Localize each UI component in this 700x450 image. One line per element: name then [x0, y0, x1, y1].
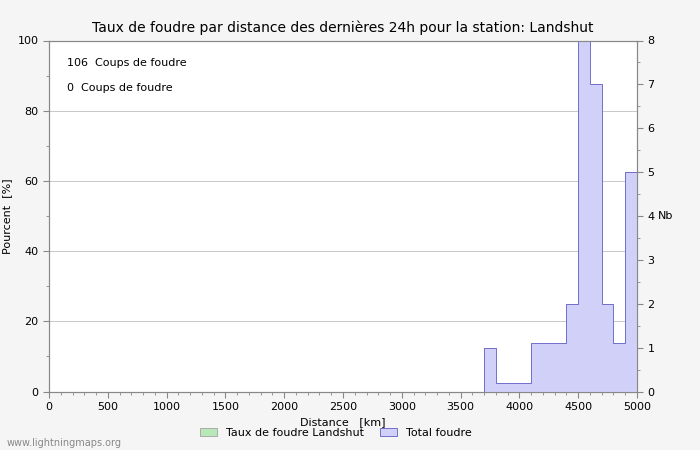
Y-axis label: Pourcent  [%]: Pourcent [%]: [2, 178, 12, 254]
Legend: Taux de foudre Landshut, Total foudre: Taux de foudre Landshut, Total foudre: [196, 423, 476, 442]
Text: 106  Coups de foudre: 106 Coups de foudre: [66, 58, 186, 68]
X-axis label: Distance   [km]: Distance [km]: [300, 418, 386, 428]
Title: Taux de foudre par distance des dernières 24h pour la station: Landshut: Taux de foudre par distance des dernière…: [92, 21, 594, 35]
Text: 0  Coups de foudre: 0 Coups de foudre: [66, 83, 172, 93]
Y-axis label: Nb: Nb: [658, 211, 673, 221]
Text: www.lightningmaps.org: www.lightningmaps.org: [7, 438, 122, 448]
